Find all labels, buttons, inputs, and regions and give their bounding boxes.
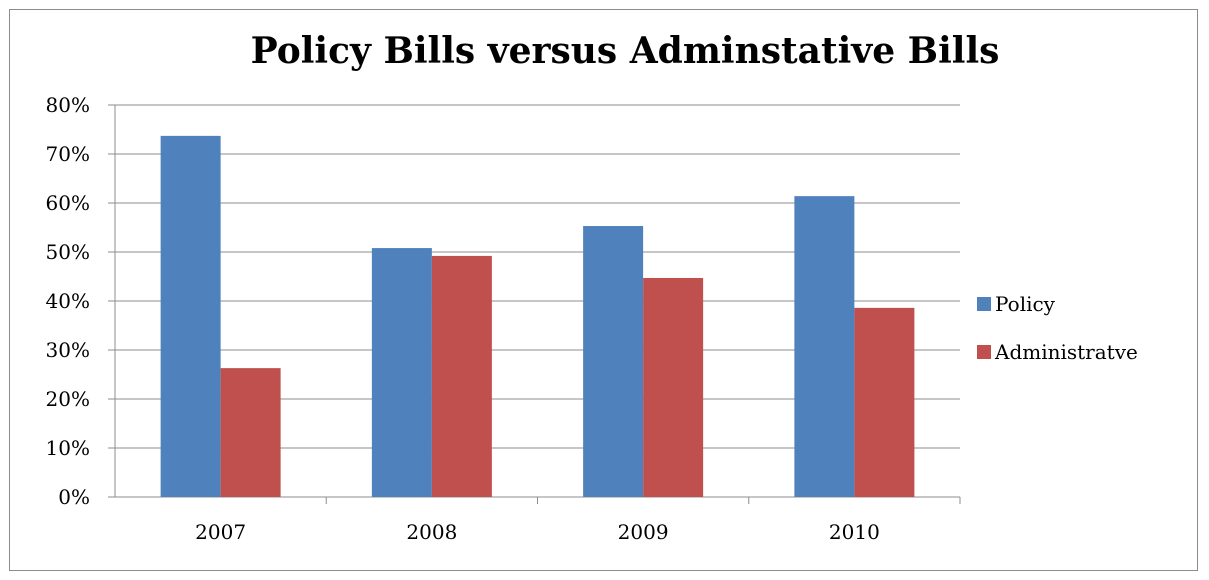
- y-tick-label: 10%: [46, 436, 90, 460]
- y-tick-label: 0%: [58, 485, 90, 509]
- y-tick-label: 60%: [46, 191, 90, 215]
- y-tick-label: 30%: [46, 338, 90, 362]
- bar-policy-2010: [794, 196, 855, 497]
- bar-administratve-2008: [431, 255, 492, 497]
- legend: Policy Administratve: [977, 292, 1138, 364]
- y-tick-label: 70%: [46, 142, 90, 166]
- bar-administratve-2010: [854, 307, 915, 497]
- legend-swatch-policy: [977, 297, 991, 311]
- x-tick-label: 2007: [195, 520, 246, 544]
- chart-title: Policy Bills versus Adminstative Bills: [251, 30, 1000, 72]
- legend-label-policy: Policy: [995, 292, 1056, 316]
- legend-swatch-administratve: [977, 345, 991, 359]
- y-tick-label: 80%: [46, 93, 90, 117]
- bars: [160, 135, 915, 497]
- y-tick-label: 20%: [46, 387, 90, 411]
- y-tick-label: 40%: [46, 289, 90, 313]
- bar-policy-2007: [160, 135, 221, 497]
- x-tick-label: 2009: [618, 520, 669, 544]
- bar-administratve-2009: [643, 277, 704, 497]
- bar-policy-2008: [371, 248, 432, 497]
- x-tick-label: 2010: [829, 520, 880, 544]
- bar-administratve-2007: [220, 368, 281, 497]
- x-axis-ticks: 2007 2008 2009 2010: [195, 520, 880, 544]
- legend-label-administratve: Administratve: [994, 340, 1138, 364]
- y-axis-ticks: 0% 10% 20% 30% 40% 50% 60% 70% 80%: [46, 93, 90, 509]
- bar-policy-2009: [583, 226, 644, 497]
- x-tick-label: 2008: [406, 520, 457, 544]
- y-tick-label: 50%: [46, 240, 90, 264]
